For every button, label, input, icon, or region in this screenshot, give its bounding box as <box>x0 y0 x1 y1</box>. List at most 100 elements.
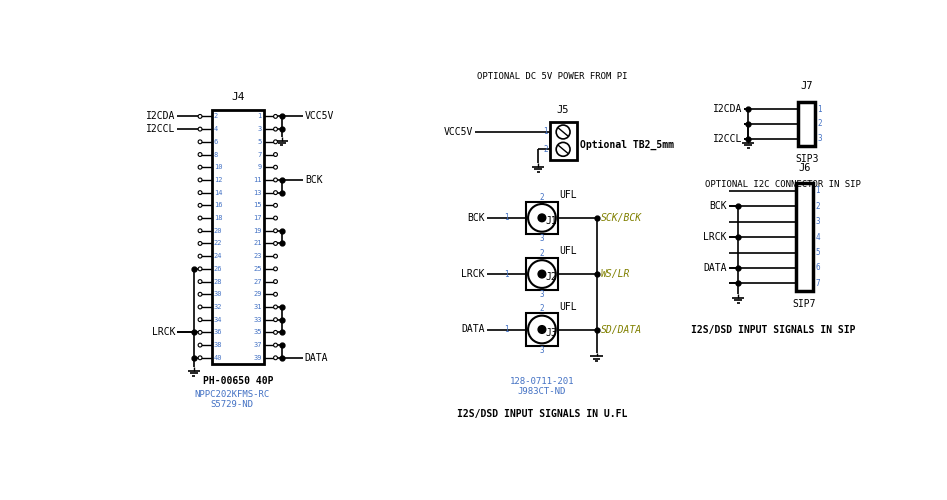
Text: 16: 16 <box>214 202 223 208</box>
Text: UFL: UFL <box>560 190 578 200</box>
Text: 6: 6 <box>815 264 820 272</box>
Text: 34: 34 <box>214 316 223 322</box>
Text: 26: 26 <box>214 266 223 272</box>
Text: 1: 1 <box>504 214 509 222</box>
Circle shape <box>274 140 277 143</box>
Circle shape <box>274 254 277 258</box>
Text: SIP3: SIP3 <box>795 154 818 164</box>
Text: 30: 30 <box>214 292 223 298</box>
Text: LRCK: LRCK <box>152 328 175 338</box>
Text: 20: 20 <box>214 228 223 234</box>
Text: 13: 13 <box>253 190 261 196</box>
Circle shape <box>198 318 202 322</box>
Circle shape <box>198 114 202 118</box>
Text: I2CCL: I2CCL <box>146 124 175 134</box>
Text: 3: 3 <box>540 346 545 354</box>
Circle shape <box>198 152 202 156</box>
Text: 5: 5 <box>815 248 820 257</box>
Text: 23: 23 <box>253 253 261 259</box>
Text: I2S/DSD INPUT SIGNALS IN SIP: I2S/DSD INPUT SIGNALS IN SIP <box>690 324 855 334</box>
Circle shape <box>198 229 202 232</box>
Text: 32: 32 <box>214 304 223 310</box>
Circle shape <box>198 254 202 258</box>
Text: VCC5V: VCC5V <box>443 127 473 137</box>
Text: 7: 7 <box>258 152 261 158</box>
Circle shape <box>274 343 277 347</box>
Text: SCK/BCK: SCK/BCK <box>600 213 641 223</box>
Circle shape <box>198 267 202 271</box>
Text: 3: 3 <box>815 217 820 226</box>
Text: BCK: BCK <box>467 213 485 223</box>
Text: 33: 33 <box>253 316 261 322</box>
Text: I2CDA: I2CDA <box>713 104 742 114</box>
Circle shape <box>538 214 545 222</box>
Text: 1: 1 <box>817 104 822 114</box>
Text: 27: 27 <box>253 278 261 284</box>
Circle shape <box>198 166 202 169</box>
Text: 1: 1 <box>504 325 509 334</box>
Text: DATA: DATA <box>461 324 485 334</box>
Text: SIP7: SIP7 <box>793 298 816 308</box>
Circle shape <box>274 166 277 169</box>
Circle shape <box>274 216 277 220</box>
Circle shape <box>274 292 277 296</box>
Circle shape <box>274 242 277 246</box>
Circle shape <box>274 318 277 322</box>
Circle shape <box>198 280 202 283</box>
Text: WS/LR: WS/LR <box>600 269 630 279</box>
Circle shape <box>198 305 202 309</box>
Text: 2: 2 <box>540 249 545 258</box>
Text: 128-0711-201: 128-0711-201 <box>509 378 574 386</box>
Circle shape <box>198 216 202 220</box>
Circle shape <box>198 204 202 208</box>
Text: 4: 4 <box>214 126 218 132</box>
Text: J7: J7 <box>800 81 813 91</box>
Text: 11: 11 <box>253 177 261 183</box>
Text: Optional TB2_5mm: Optional TB2_5mm <box>581 140 674 150</box>
Text: 3: 3 <box>258 126 261 132</box>
Circle shape <box>274 305 277 309</box>
Text: J6: J6 <box>798 163 811 173</box>
Text: LRCK: LRCK <box>704 232 726 242</box>
Text: 24: 24 <box>214 253 223 259</box>
Text: OPTIONAL I2C CONNECTOR IN SIP: OPTIONAL I2C CONNECTOR IN SIP <box>705 180 861 189</box>
Text: J983CT-ND: J983CT-ND <box>518 386 566 396</box>
Text: J2: J2 <box>545 272 557 282</box>
Text: 40: 40 <box>214 355 223 361</box>
Text: 3: 3 <box>540 290 545 299</box>
Text: 25: 25 <box>253 266 261 272</box>
Circle shape <box>198 356 202 360</box>
Text: 14: 14 <box>214 190 223 196</box>
Text: 22: 22 <box>214 240 223 246</box>
Circle shape <box>274 229 277 232</box>
Text: 8: 8 <box>214 152 218 158</box>
Text: I2CCL: I2CCL <box>713 134 742 144</box>
Text: 2: 2 <box>817 120 822 128</box>
Text: 2: 2 <box>540 304 545 314</box>
Text: 38: 38 <box>214 342 223 348</box>
Text: LRCK: LRCK <box>461 269 485 279</box>
Text: DATA: DATA <box>305 353 329 363</box>
Circle shape <box>198 343 202 347</box>
Circle shape <box>198 127 202 131</box>
Text: I2CDA: I2CDA <box>146 112 175 122</box>
Text: DATA: DATA <box>704 263 726 273</box>
Text: 6: 6 <box>214 139 218 145</box>
Text: VCC5V: VCC5V <box>305 112 334 122</box>
Circle shape <box>274 152 277 156</box>
Text: 1: 1 <box>544 128 548 136</box>
Text: J4: J4 <box>231 92 244 102</box>
Text: 4: 4 <box>815 232 820 241</box>
Circle shape <box>274 190 277 194</box>
Circle shape <box>274 204 277 208</box>
Circle shape <box>274 127 277 131</box>
Text: 10: 10 <box>214 164 223 170</box>
Bar <box>798 102 815 146</box>
Circle shape <box>198 140 202 143</box>
Circle shape <box>274 356 277 360</box>
Circle shape <box>198 190 202 194</box>
Text: 21: 21 <box>253 240 261 246</box>
Circle shape <box>538 326 545 334</box>
Text: 19: 19 <box>253 228 261 234</box>
Text: 28: 28 <box>214 278 223 284</box>
